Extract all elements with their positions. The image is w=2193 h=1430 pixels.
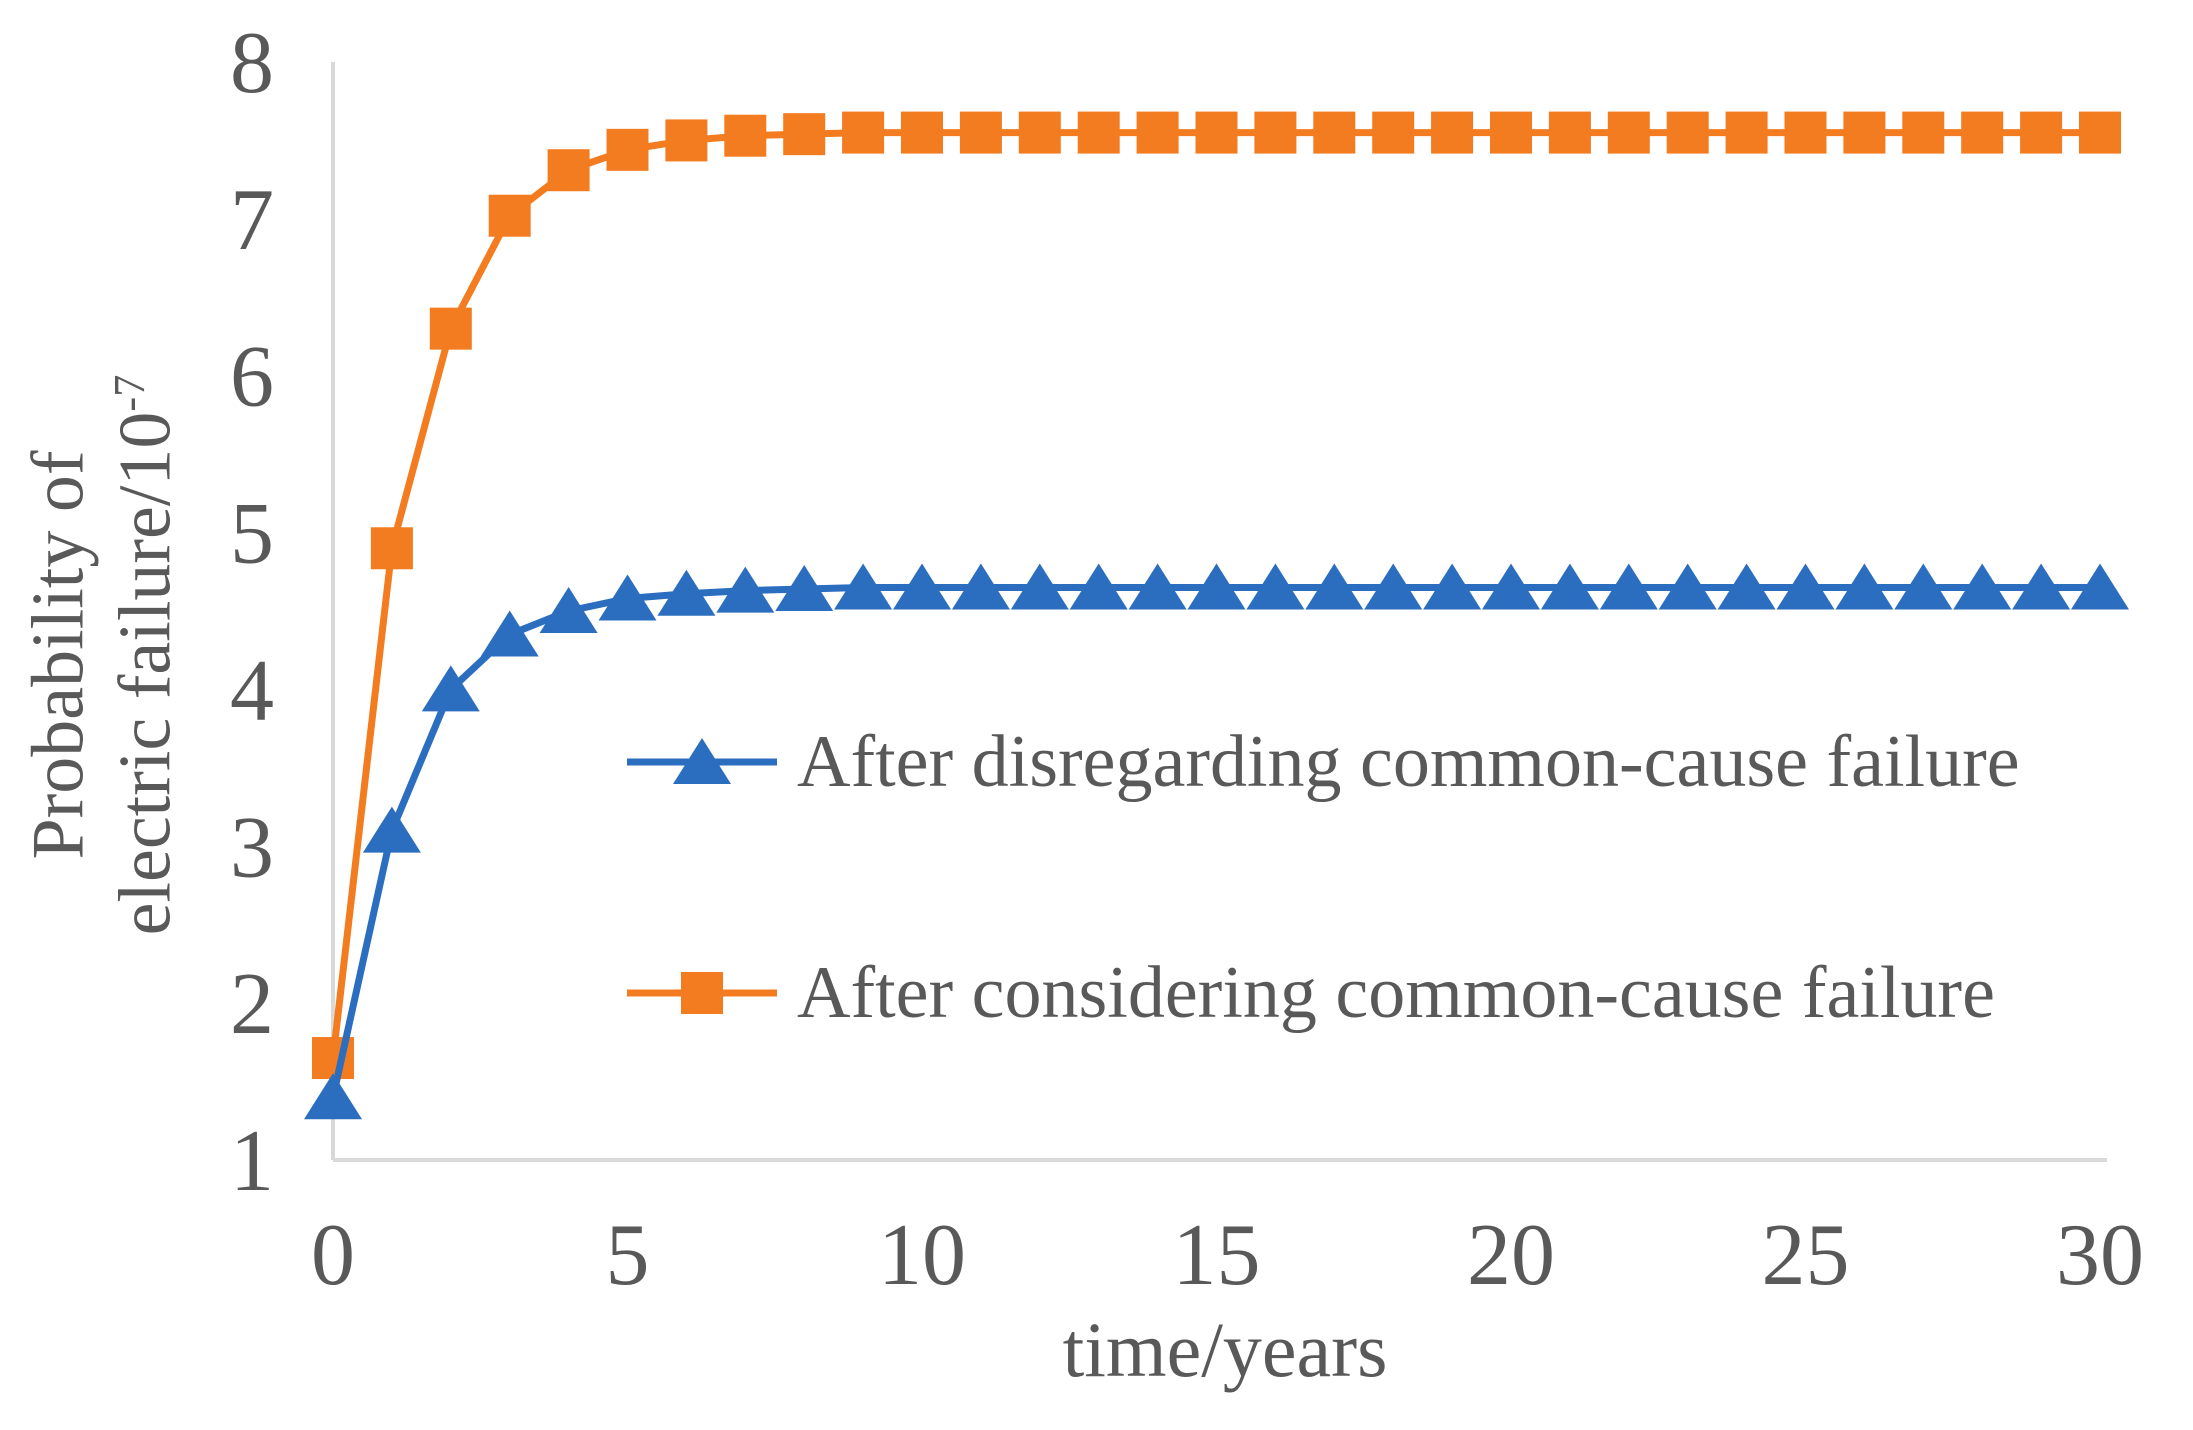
marker-triangle bbox=[1540, 563, 1599, 610]
marker-triangle bbox=[951, 563, 1010, 610]
marker-square bbox=[901, 111, 943, 154]
y-tick-label: 1 bbox=[230, 1113, 274, 1210]
marker-square bbox=[488, 194, 531, 237]
marker-triangle bbox=[716, 566, 775, 613]
marker-square bbox=[1490, 111, 1532, 154]
marker-triangle bbox=[1776, 563, 1835, 610]
marker-square bbox=[606, 128, 649, 171]
marker-triangle bbox=[1599, 563, 1658, 610]
marker-square bbox=[1431, 111, 1474, 154]
marker-triangle bbox=[673, 738, 731, 784]
marker-square bbox=[2079, 111, 2121, 154]
marker-square bbox=[1666, 111, 1709, 154]
marker-square bbox=[1018, 111, 1061, 154]
legend-item-disregarding: After disregarding common-cause failure bbox=[627, 712, 2020, 812]
marker-square bbox=[1902, 111, 1945, 154]
marker-square bbox=[1077, 111, 1120, 154]
marker-square bbox=[724, 114, 767, 157]
marker-square bbox=[1725, 111, 1768, 154]
x-tick-label: 0 bbox=[311, 1207, 355, 1304]
marker-square bbox=[1372, 111, 1415, 154]
marker-triangle bbox=[1717, 563, 1776, 610]
marker-triangle bbox=[1069, 563, 1128, 610]
marker-triangle bbox=[1010, 563, 1069, 610]
marker-square bbox=[665, 119, 708, 162]
y-tick-label: 3 bbox=[230, 799, 274, 896]
legend-marker-triangle-icon bbox=[627, 712, 777, 812]
marker-triangle bbox=[1894, 563, 1953, 610]
marker-triangle bbox=[421, 665, 480, 712]
legend-marker-square-icon bbox=[627, 943, 777, 1043]
marker-square bbox=[1784, 111, 1827, 154]
legend-swatch-svg bbox=[627, 972, 777, 1014]
marker-triangle bbox=[1305, 563, 1364, 610]
y-tick-label: 2 bbox=[230, 956, 274, 1053]
marker-triangle bbox=[2071, 563, 2129, 610]
x-tick-label: 5 bbox=[606, 1207, 650, 1304]
legend-label-considering: After considering common-cause failure bbox=[797, 951, 1995, 1034]
marker-triangle bbox=[598, 574, 657, 621]
marker-triangle bbox=[2012, 563, 2071, 610]
marker-square bbox=[783, 113, 826, 156]
marker-triangle bbox=[1187, 563, 1246, 610]
x-tick-label: 15 bbox=[1173, 1207, 1261, 1304]
marker-square bbox=[547, 149, 590, 192]
marker-square bbox=[1313, 111, 1356, 154]
x-tick-label: 25 bbox=[1762, 1207, 1850, 1304]
legend-label-disregarding: After disregarding common-cause failure bbox=[797, 720, 2020, 803]
y-tick-label: 6 bbox=[230, 329, 274, 426]
marker-square bbox=[681, 972, 723, 1014]
marker-square bbox=[1195, 111, 1238, 154]
marker-triangle bbox=[539, 587, 598, 633]
marker-triangle bbox=[1246, 563, 1305, 610]
marker-triangle bbox=[1364, 563, 1423, 610]
x-tick-label: 10 bbox=[878, 1207, 966, 1304]
y-tick-label: 5 bbox=[230, 486, 274, 583]
marker-triangle bbox=[480, 610, 539, 657]
y-axis-title: Probability of electric failure/10-7 bbox=[16, 375, 191, 936]
x-tick-label: 20 bbox=[1467, 1207, 1555, 1304]
marker-triangle bbox=[1423, 563, 1482, 610]
legend-swatch-svg bbox=[627, 738, 777, 784]
y-axis-title-line2: electric failure/10-7 bbox=[104, 374, 187, 936]
marker-triangle bbox=[834, 563, 893, 610]
marker-square bbox=[1961, 111, 2004, 154]
marker-triangle bbox=[362, 806, 421, 853]
marker-square bbox=[1548, 111, 1591, 154]
marker-square bbox=[2020, 111, 2063, 154]
marker-triangle bbox=[1658, 563, 1717, 610]
marker-square bbox=[959, 111, 1002, 154]
y-tick-label: 8 bbox=[230, 15, 274, 112]
marker-triangle bbox=[775, 565, 834, 612]
marker-square bbox=[370, 527, 413, 570]
y-axis-title-superscript: -7 bbox=[104, 374, 155, 412]
marker-triangle bbox=[893, 563, 951, 610]
y-axis-title-line1: Probability of bbox=[17, 450, 100, 860]
marker-triangle bbox=[1482, 563, 1540, 610]
legend-item-considering: After considering common-cause failure bbox=[627, 943, 1995, 1043]
marker-triangle bbox=[1953, 563, 2012, 610]
marker-triangle bbox=[1835, 563, 1894, 610]
marker-square bbox=[1254, 111, 1297, 154]
marker-square bbox=[1136, 111, 1179, 154]
marker-square bbox=[1607, 111, 1650, 154]
x-axis-title: time/years bbox=[1062, 1306, 1388, 1393]
marker-triangle bbox=[657, 569, 716, 616]
x-tick-label: 30 bbox=[2056, 1207, 2144, 1304]
y-tick-label: 7 bbox=[230, 172, 274, 269]
marker-square bbox=[842, 111, 885, 154]
y-tick-label: 4 bbox=[230, 642, 274, 739]
marker-triangle bbox=[304, 1073, 362, 1120]
marker-triangle bbox=[1128, 563, 1187, 610]
marker-square bbox=[429, 307, 472, 350]
marker-square bbox=[1843, 111, 1886, 154]
